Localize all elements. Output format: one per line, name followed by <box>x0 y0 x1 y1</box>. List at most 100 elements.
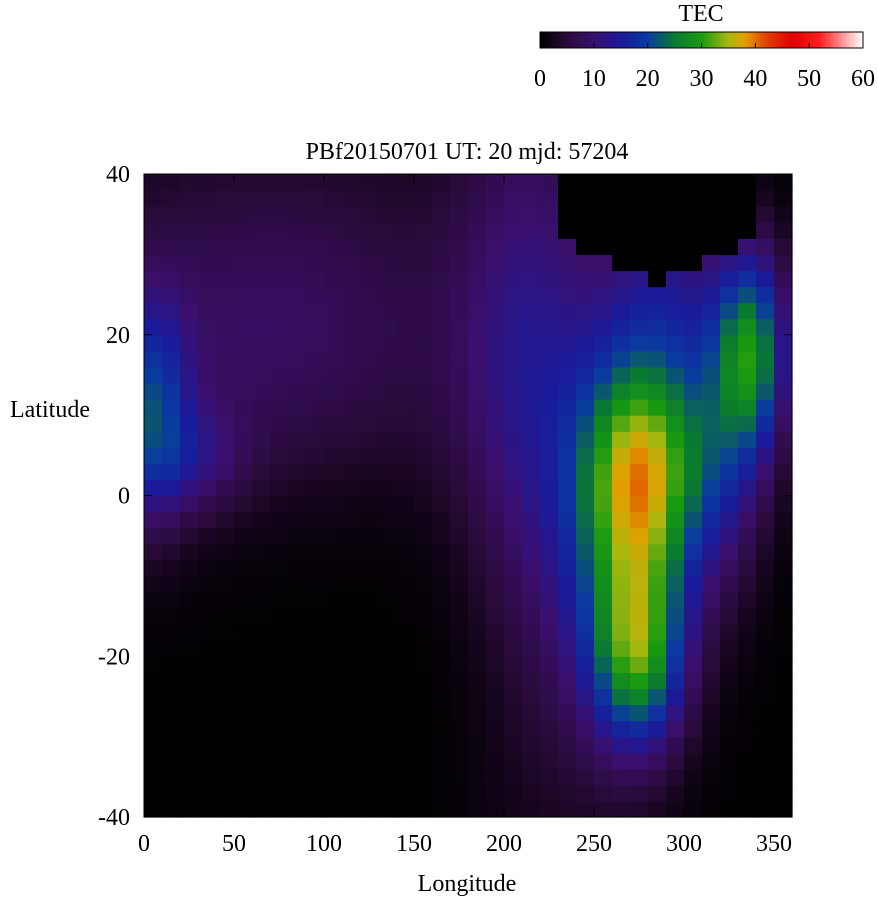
heatmap-cell <box>702 704 721 722</box>
heatmap-cell <box>162 543 181 561</box>
heatmap-cell <box>648 431 667 448</box>
colorbar-segment <box>669 32 673 48</box>
colorbar-segment <box>803 32 807 48</box>
heatmap-cell <box>450 270 469 288</box>
heatmap-cell <box>450 286 469 304</box>
heatmap-cell <box>342 447 361 464</box>
heatmap-cell <box>288 238 307 255</box>
heatmap-cell <box>684 463 703 481</box>
heatmap-cell <box>774 543 793 561</box>
heatmap-cell <box>144 800 163 818</box>
heatmap-cell <box>360 415 379 432</box>
heatmap-cell <box>720 543 739 561</box>
x-tick-label: 200 <box>486 831 522 857</box>
heatmap-cell <box>612 575 631 593</box>
colorbar-segment <box>838 32 842 48</box>
heatmap-cell <box>270 463 289 481</box>
colorbar-segment <box>650 32 654 48</box>
heatmap-cell <box>630 270 649 288</box>
heatmap-cell <box>162 608 181 625</box>
heatmap-cell <box>270 318 289 336</box>
heatmap-cell <box>450 415 469 432</box>
heatmap-cell <box>738 447 757 464</box>
heatmap-cell <box>720 382 739 400</box>
heatmap-cell <box>738 222 757 239</box>
heatmap-cell <box>594 752 613 770</box>
heatmap-cell <box>288 415 307 432</box>
heatmap-cell <box>684 559 703 577</box>
heatmap-cell <box>684 254 703 272</box>
heatmap-cell <box>648 350 667 368</box>
colorbar-tick-label: 50 <box>797 66 821 92</box>
heatmap-cell <box>774 190 793 207</box>
heatmap-cell <box>162 720 181 738</box>
colorbar-segment <box>806 32 810 48</box>
heatmap-cell <box>270 575 289 593</box>
heatmap-cell <box>558 704 577 722</box>
heatmap-cell <box>432 366 451 384</box>
heatmap-cell <box>666 704 685 722</box>
heatmap-cell <box>234 286 253 304</box>
heatmap-cell <box>504 591 523 609</box>
heatmap-cell <box>180 382 199 400</box>
heatmap-cell <box>234 382 253 400</box>
heatmap-cell <box>648 206 667 223</box>
heatmap-cell <box>162 800 181 818</box>
heatmap-cell <box>522 591 541 609</box>
heatmap-cell <box>522 302 541 320</box>
heatmap-cell <box>666 720 685 738</box>
colorbar-segment <box>671 32 676 48</box>
heatmap-cell <box>414 768 433 786</box>
colorbar-segment <box>833 32 837 48</box>
heatmap-cell <box>252 174 271 191</box>
heatmap-cell <box>774 238 793 255</box>
heatmap-cell <box>216 302 235 320</box>
heatmap-cell <box>432 784 451 802</box>
heatmap-cell <box>540 559 559 577</box>
heatmap-cell <box>558 736 577 754</box>
heatmap-cell <box>396 495 415 513</box>
heatmap-cell <box>558 399 577 416</box>
heatmap-cell <box>288 350 307 368</box>
heatmap-cell <box>180 527 199 545</box>
heatmap-cell <box>216 415 235 432</box>
heatmap-cell <box>198 720 217 738</box>
heatmap-cell <box>540 463 559 481</box>
colorbar-segment <box>822 32 826 48</box>
heatmap-cell <box>468 608 487 625</box>
heatmap-cell <box>270 640 289 657</box>
heatmap-cell <box>432 334 451 352</box>
colorbar-segment <box>736 32 740 48</box>
heatmap-cell <box>234 704 253 722</box>
heatmap-cell <box>468 254 487 272</box>
heatmap-cell <box>666 575 685 593</box>
heatmap-cell <box>396 624 415 641</box>
heatmap-cell <box>558 784 577 802</box>
heatmap-cell <box>270 238 289 255</box>
heatmap-cell <box>522 382 541 400</box>
heatmap-cell <box>702 784 721 802</box>
heatmap-cell <box>684 270 703 288</box>
heatmap-cell <box>342 559 361 577</box>
heatmap-cell <box>342 575 361 593</box>
heatmap-cell <box>486 624 505 641</box>
heatmap-cell <box>630 688 649 706</box>
x-axis-label: Longitude <box>418 871 517 897</box>
heatmap-cell <box>504 511 523 529</box>
heatmap-cell <box>540 350 559 368</box>
heatmap-cell <box>180 672 199 689</box>
heatmap-cell <box>522 447 541 464</box>
heatmap-cell <box>450 704 469 722</box>
heatmap-cell <box>360 270 379 288</box>
heatmap-cell <box>594 447 613 464</box>
heatmap-cell <box>702 431 721 448</box>
heatmap-cell <box>414 672 433 689</box>
heatmap-cell <box>270 222 289 239</box>
heatmap-cell <box>486 720 505 738</box>
heatmap-cell <box>342 238 361 255</box>
heatmap-cell <box>342 800 361 818</box>
heatmap-cell <box>468 752 487 770</box>
heatmap-cell <box>414 334 433 352</box>
heatmap-cell <box>198 527 217 545</box>
heatmap-cell <box>234 640 253 657</box>
